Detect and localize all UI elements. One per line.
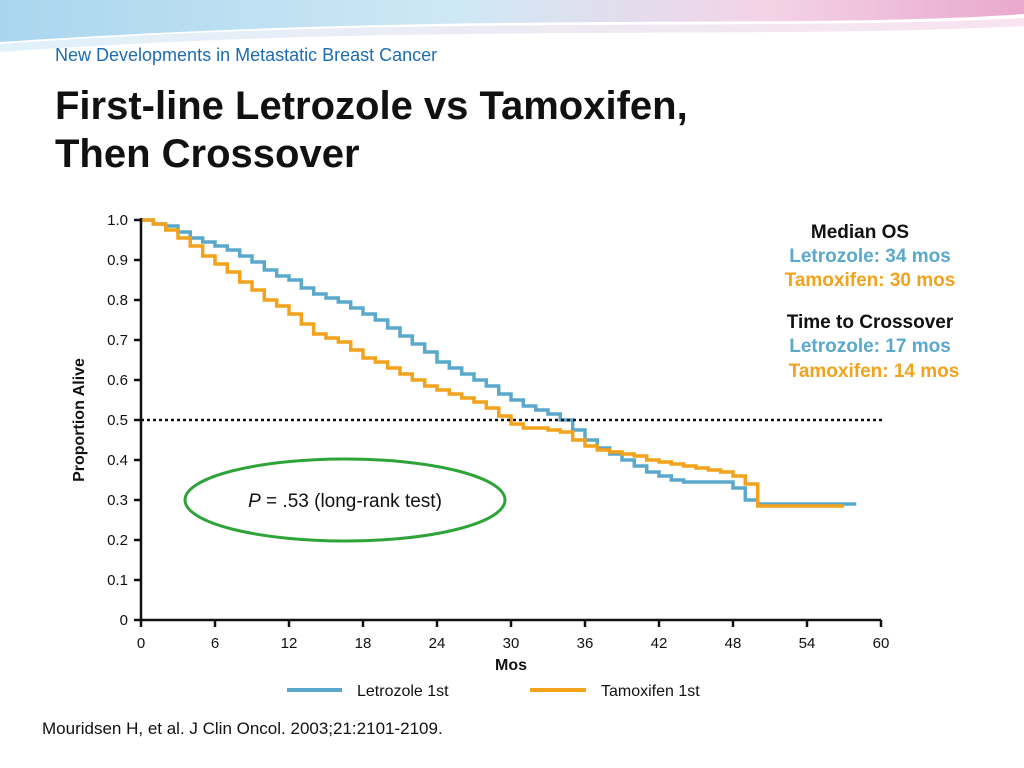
y-tick-label: 0 bbox=[120, 612, 128, 629]
p-value-text: P = .53 (long-rank test) bbox=[248, 491, 442, 512]
y-tick-label: 0.5 bbox=[107, 412, 128, 429]
y-tick-label: 0.6 bbox=[107, 372, 128, 389]
x-tick-label: 18 bbox=[355, 635, 372, 652]
median-os-tamoxifen: Tamoxifen: 30 mos bbox=[784, 270, 956, 291]
y-tick-label: 1.0 bbox=[107, 212, 128, 229]
x-tick-label: 42 bbox=[651, 635, 668, 652]
y-axis-title: Proportion Alive bbox=[71, 358, 88, 482]
median-os-title: Median OS bbox=[810, 222, 910, 243]
x-axis-title: Mos bbox=[495, 657, 527, 674]
p-value-ellipse bbox=[183, 457, 507, 543]
y-tick-label: 0.9 bbox=[107, 252, 128, 269]
x-tick-label: 60 bbox=[873, 635, 890, 652]
x-tick-label: 48 bbox=[725, 635, 742, 652]
header-banner bbox=[0, 0, 1024, 52]
x-tick-label: 36 bbox=[577, 635, 594, 652]
crossover-tamoxifen: Tamoxifen: 14 mos bbox=[788, 361, 960, 382]
crossover-letrozole: Letrozole: 17 mos bbox=[789, 336, 951, 357]
y-tick-label: 0.1 bbox=[107, 572, 128, 589]
x-tick-label: 0 bbox=[137, 635, 145, 652]
series-line-letrozole bbox=[141, 218, 857, 506]
header-subtitle: New Developments in Metastatic Breast Ca… bbox=[55, 45, 438, 65]
y-tick-label: 0.2 bbox=[107, 532, 128, 549]
legend: Letrozole 1st Tamoxifen 1st bbox=[287, 683, 700, 700]
crossover-title: Time to Crossover bbox=[786, 312, 954, 333]
x-tick-label: 24 bbox=[429, 635, 446, 652]
p-value: = .53 (long-rank test) bbox=[261, 491, 442, 512]
x-tick-label: 12 bbox=[281, 635, 298, 652]
y-tick-label: 0.7 bbox=[107, 332, 128, 349]
series-layer bbox=[141, 218, 857, 508]
y-tick-label: 0.8 bbox=[107, 292, 128, 309]
title-line-2: Then Crossover bbox=[55, 132, 360, 176]
citation: Mouridsen H, et al. J Clin Oncol. 2003;2… bbox=[42, 719, 443, 738]
x-tick-label: 6 bbox=[211, 635, 219, 652]
y-tick-label: 0.3 bbox=[107, 492, 128, 509]
legend-label-tamoxifen: Tamoxifen 1st bbox=[601, 683, 700, 700]
legend-label-letrozole: Letrozole 1st bbox=[357, 683, 449, 700]
x-tick-label: 54 bbox=[799, 635, 816, 652]
axes-layer: 0 0.1 0.2 0.3 0.4 0.5 0.6 0.7 0.8 0.9 1.0 0 6 12 18 24 3… bbox=[107, 212, 889, 652]
series-line-tamoxifen bbox=[141, 218, 844, 508]
p-label: P bbox=[248, 491, 261, 512]
y-tick-label: 0.4 bbox=[107, 452, 128, 469]
title-line-1: First-line Letrozole vs Tamoxifen, bbox=[55, 84, 688, 128]
median-os-letrozole: Letrozole: 34 mos bbox=[789, 246, 951, 267]
x-tick-label: 30 bbox=[503, 635, 520, 652]
page-title: First-line Letrozole vs Tamoxifen, Then … bbox=[55, 82, 688, 178]
